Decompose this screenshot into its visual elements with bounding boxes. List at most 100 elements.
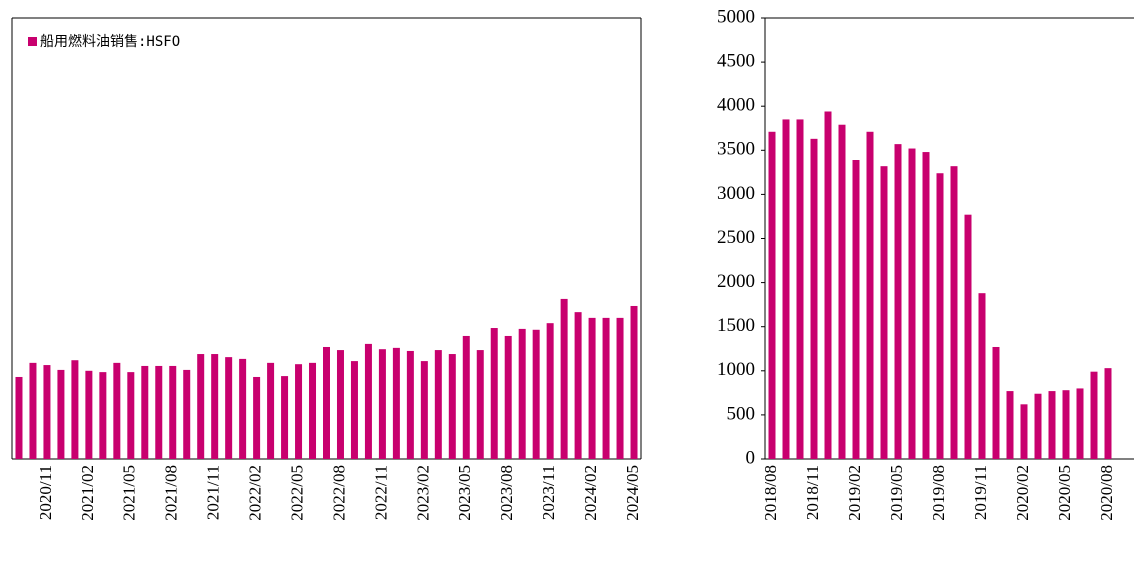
x-tick-label: 2024/05: [623, 465, 642, 521]
bar: [1020, 404, 1028, 459]
x-tick-label: 2022/02: [246, 465, 265, 521]
x-tick-label: 2018/11: [803, 465, 822, 520]
bar: [1062, 390, 1070, 459]
bar: [964, 214, 972, 459]
y-tick-label: 1000: [717, 359, 755, 380]
bar: [309, 362, 317, 459]
x-tick-label: 2024/02: [581, 465, 600, 521]
x-tick-label: 2019/08: [929, 465, 948, 521]
bar: [894, 144, 902, 459]
bar: [141, 365, 149, 459]
x-tick-label: 2021/02: [78, 465, 97, 521]
bar: [602, 317, 610, 459]
y-tick-label: 5000: [717, 6, 755, 27]
bar: [992, 346, 1000, 459]
bar: [253, 376, 261, 459]
bar: [183, 369, 191, 459]
x-tick-label: 2019/02: [845, 465, 864, 521]
bar: [476, 350, 484, 459]
x-tick-label: 2021/08: [162, 465, 181, 521]
x-tick-label: 2023/02: [413, 465, 432, 521]
y-tick-label: 2000: [717, 271, 755, 292]
bar: [518, 328, 526, 459]
bar: [810, 138, 818, 460]
x-tick-label: 2020/05: [1055, 465, 1074, 521]
bar: [1048, 391, 1056, 459]
bar: [504, 335, 512, 459]
bar: [922, 152, 930, 459]
bar: [796, 119, 804, 460]
bar: [434, 350, 442, 459]
bar: [99, 372, 107, 459]
legend-label: 船用燃料油销售:HSFO: [40, 33, 180, 50]
bar: [127, 372, 135, 459]
bar: [936, 173, 944, 459]
bar: [490, 328, 498, 459]
bar: [420, 361, 428, 459]
x-tick-label: 2022/05: [287, 465, 306, 521]
bar: [588, 317, 596, 459]
bar: [29, 362, 37, 459]
x-tick-label: 2023/05: [455, 465, 474, 521]
y-tick-label: 3000: [717, 183, 755, 204]
bar: [392, 347, 400, 459]
bar: [1104, 368, 1112, 459]
bar: [768, 131, 776, 459]
bar: [1076, 388, 1084, 459]
bar: [616, 317, 624, 459]
bar: [211, 354, 219, 459]
bar: [838, 124, 846, 460]
bar: [43, 365, 51, 459]
x-tick-label: 2023/08: [497, 465, 516, 521]
x-tick-label: 2020/08: [1097, 465, 1116, 521]
bar: [350, 361, 358, 459]
x-tick-label: 2018/08: [761, 465, 780, 521]
bar: [560, 298, 568, 459]
bar: [406, 350, 414, 459]
bar: [1006, 391, 1014, 459]
bar: [866, 131, 874, 459]
bar: [155, 365, 163, 459]
x-tick-label: 2023/11: [539, 465, 558, 520]
x-tick-label: 2021/05: [120, 465, 139, 521]
bar: [978, 293, 986, 459]
bar: [824, 111, 832, 459]
bar: [197, 354, 205, 459]
bar: [15, 376, 23, 459]
y-tick-label: 500: [727, 403, 756, 424]
bar: [532, 329, 540, 459]
x-tick-label: 2019/11: [971, 465, 990, 520]
bar: [378, 349, 386, 459]
bar: [364, 343, 372, 459]
bar: [782, 119, 790, 460]
bar: [323, 346, 330, 459]
x-tick-label: 2020/11: [36, 465, 55, 520]
y-tick-label: 1500: [717, 315, 755, 336]
bar: [71, 360, 79, 459]
bar: [1034, 393, 1042, 459]
bar: [1090, 371, 1098, 459]
y-tick-label: 4500: [717, 50, 755, 71]
bar: [908, 148, 916, 459]
bar: [267, 362, 275, 459]
x-tick-label: 2022/08: [329, 465, 348, 521]
x-tick-label: 2020/02: [1013, 465, 1032, 521]
legend-swatch: [28, 37, 37, 46]
y-tick-label: 2500: [717, 227, 755, 248]
bar: [336, 350, 344, 459]
bar: [295, 364, 303, 459]
x-tick-label: 2019/05: [887, 465, 906, 521]
bar: [57, 369, 65, 459]
bar: [239, 358, 247, 459]
bar: [85, 370, 93, 459]
bar: [225, 357, 233, 459]
x-tick-label: 2021/11: [204, 465, 223, 520]
bar: [462, 335, 470, 459]
bar: [448, 354, 456, 459]
bar: [113, 362, 121, 459]
bar: [950, 166, 958, 459]
x-tick-label: 2022/11: [371, 465, 390, 520]
bar: [852, 160, 860, 459]
